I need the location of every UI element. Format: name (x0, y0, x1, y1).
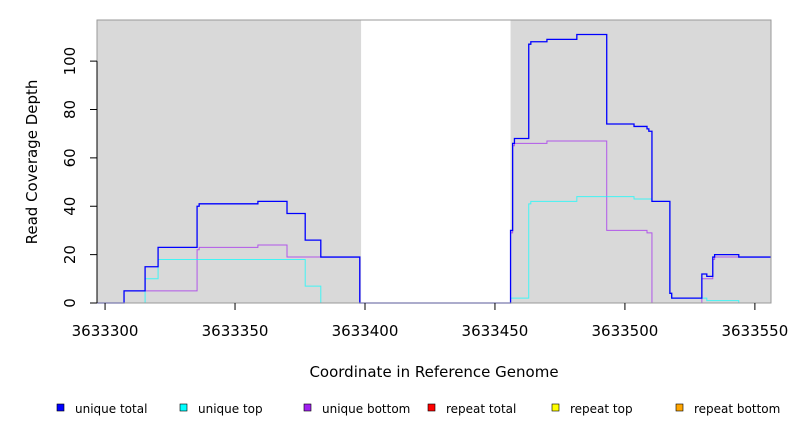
series-line-unique-total (97, 33, 771, 304)
x-tick-label: 3633350 (202, 322, 269, 340)
unshaded-region (361, 20, 511, 303)
legend-swatch (303, 403, 312, 412)
y-tick-label: 20 (61, 245, 79, 264)
legend-label: unique bottom (322, 402, 410, 416)
legend-swatch (551, 403, 560, 412)
legend-label: unique top (198, 402, 263, 416)
x-tick-label: 3633450 (462, 322, 529, 340)
x-tick-label: 3633400 (332, 322, 399, 340)
legend-label: repeat bottom (694, 402, 780, 416)
y-tick-label: 40 (61, 197, 79, 216)
y-axis: 0 20 40 60 80 100 (61, 47, 98, 308)
y-tick-label: 0 (61, 298, 79, 308)
legend-swatch (427, 403, 436, 412)
legend-swatch (179, 403, 188, 412)
x-tick-label: 3633500 (592, 322, 659, 340)
legend-label: repeat top (570, 402, 633, 416)
legend: unique total unique top unique bottom repea… (56, 402, 780, 416)
x-axis: 3633300 3633350 3633400 3633450 3633500 36335… (72, 303, 788, 340)
y-axis-label: Read Coverage Depth (23, 80, 41, 245)
legend-label: unique total (75, 402, 147, 416)
x-axis-label: Coordinate in Reference Genome (309, 363, 558, 381)
y-tick-label: 100 (61, 47, 79, 76)
legend-swatch (675, 403, 684, 412)
y-tick-label: 60 (61, 148, 79, 167)
legend-swatch (56, 403, 65, 412)
x-tick-label: 3633550 (721, 322, 788, 340)
legend-label: repeat total (446, 402, 516, 416)
x-tick-label: 3633300 (72, 322, 139, 340)
y-tick-label: 80 (61, 100, 79, 119)
